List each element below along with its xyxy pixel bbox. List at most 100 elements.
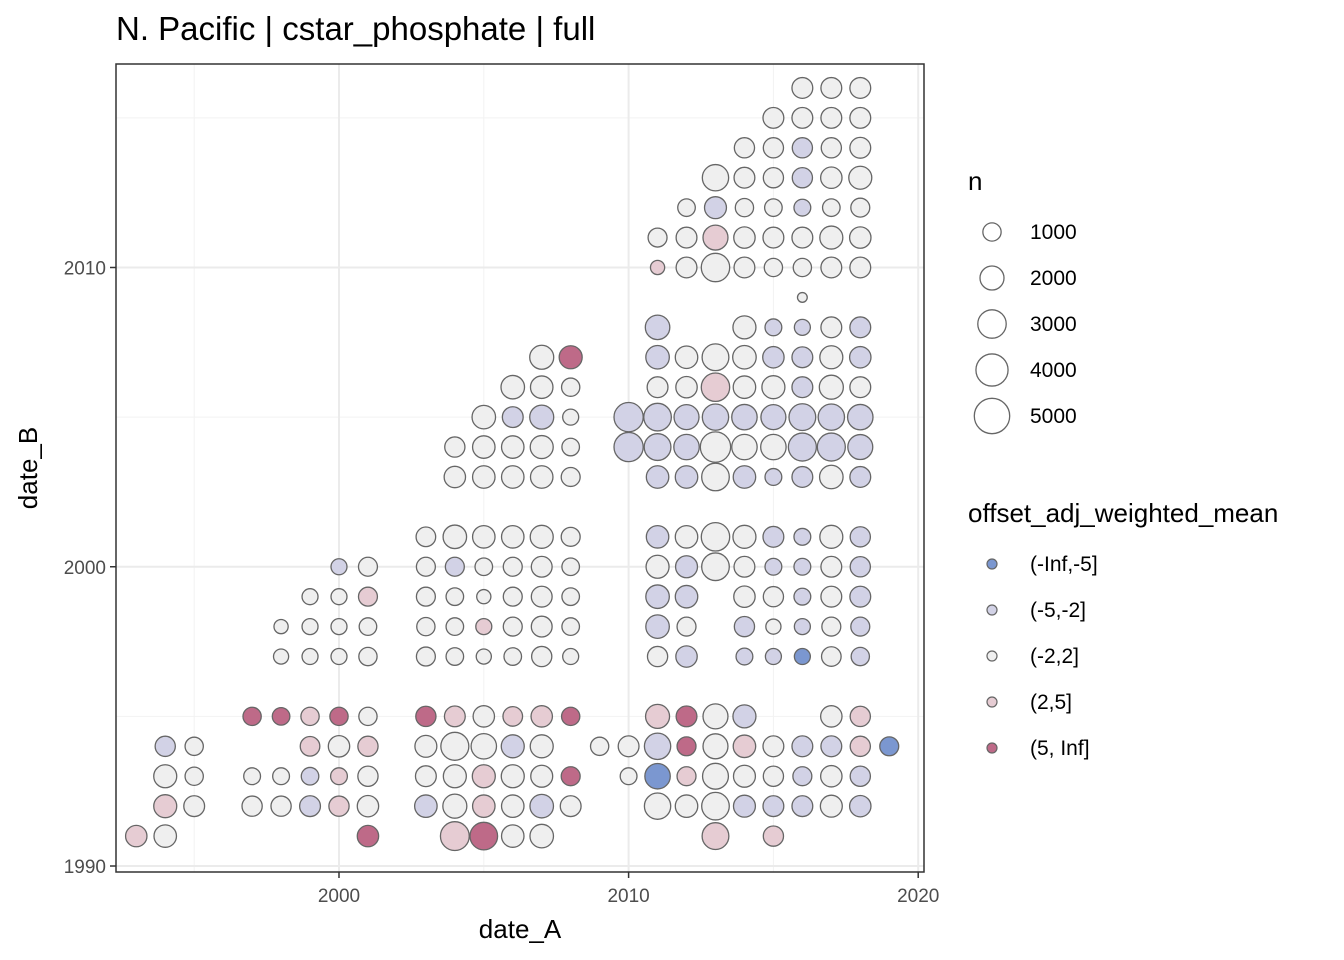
data-point <box>645 465 670 489</box>
data-point <box>444 556 465 577</box>
data-point <box>701 791 730 821</box>
data-point <box>699 431 732 463</box>
data-point <box>820 646 842 667</box>
size-legend-key <box>977 309 1007 339</box>
data-point <box>760 433 787 461</box>
y-tick-label: 2000 <box>64 558 106 579</box>
data-point <box>358 617 378 637</box>
data-point <box>529 734 554 759</box>
data-point <box>762 765 785 787</box>
data-point <box>847 433 874 461</box>
size-legend: n 1000 2000 3000 4000 5000 <box>968 166 1077 435</box>
data-point <box>791 137 814 159</box>
data-point <box>500 734 525 759</box>
data-point <box>848 165 873 190</box>
data-point <box>357 735 379 758</box>
data-point <box>791 376 814 399</box>
data-point <box>701 822 730 851</box>
data-point <box>301 647 319 666</box>
data-point <box>735 647 754 666</box>
data-point <box>500 465 525 489</box>
size-legend-label: 1000 <box>1030 221 1077 244</box>
data-point <box>702 733 729 760</box>
data-point <box>674 465 699 489</box>
chart-title: N. Pacific | cstar_phosphate | full <box>116 10 595 47</box>
data-point <box>300 706 320 727</box>
data-point <box>500 374 526 400</box>
data-point <box>559 795 582 818</box>
data-point <box>819 166 843 190</box>
data-point <box>764 557 783 576</box>
data-point <box>849 256 872 279</box>
data-point <box>530 585 553 608</box>
data-point <box>329 706 349 727</box>
data-point <box>469 821 499 851</box>
data-point <box>849 526 872 548</box>
data-point <box>529 823 555 849</box>
data-point <box>442 524 468 550</box>
data-point <box>241 795 263 817</box>
data-point <box>793 647 812 666</box>
data-point <box>701 552 730 582</box>
data-point <box>613 431 644 463</box>
data-point <box>762 106 785 129</box>
data-point <box>820 106 843 129</box>
data-point <box>471 435 496 459</box>
data-point <box>444 436 466 458</box>
data-point <box>443 705 466 728</box>
size-legend-key <box>982 222 1002 242</box>
data-point <box>645 584 670 610</box>
data-point <box>701 462 730 492</box>
data-point <box>791 76 814 99</box>
data-point <box>356 824 380 848</box>
data-point <box>502 616 523 637</box>
data-point <box>819 764 843 788</box>
data-point <box>561 587 581 607</box>
color-legend-key <box>986 742 998 754</box>
data-point <box>791 166 814 189</box>
data-point <box>330 617 348 636</box>
data-point <box>529 465 554 489</box>
data-point <box>762 226 785 249</box>
data-point <box>731 433 758 461</box>
data-point <box>301 588 319 606</box>
data-point <box>183 795 206 818</box>
data-point <box>764 647 783 666</box>
data-point <box>242 706 262 727</box>
color-legend-key <box>986 604 998 616</box>
data-point <box>502 556 523 577</box>
data-point <box>471 764 496 789</box>
data-point <box>415 556 436 577</box>
data-point <box>471 404 497 430</box>
data-point <box>500 824 525 848</box>
data-point <box>791 106 814 129</box>
data-point <box>330 558 348 576</box>
color-legend-label: (-2,2] <box>1030 645 1079 668</box>
data-point <box>820 137 843 159</box>
data-point <box>675 375 698 399</box>
size-legend-label: 2000 <box>1030 267 1077 290</box>
data-point <box>475 617 493 636</box>
data-point <box>153 794 178 819</box>
data-point <box>643 732 672 761</box>
data-point <box>817 403 846 431</box>
data-point <box>558 345 583 370</box>
data-point <box>674 345 699 370</box>
data-point <box>617 735 640 758</box>
data-point <box>849 376 872 399</box>
data-point <box>647 227 668 248</box>
data-point <box>589 736 610 757</box>
data-point <box>762 735 785 758</box>
data-point <box>644 314 671 341</box>
data-point <box>733 226 756 249</box>
data-point <box>733 256 756 279</box>
data-point <box>415 526 437 548</box>
data-point <box>153 764 178 789</box>
data-point <box>676 616 697 637</box>
data-point <box>849 556 872 578</box>
y-axis-title: date_B <box>13 427 43 509</box>
data-point <box>445 617 465 637</box>
data-point <box>674 794 699 819</box>
data-point <box>850 616 871 637</box>
data-point <box>529 524 554 549</box>
